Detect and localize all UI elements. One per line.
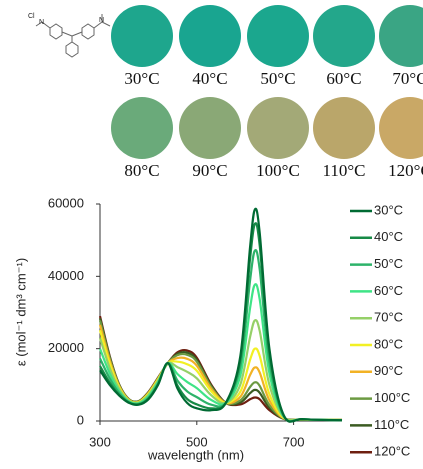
sample-photo [179, 97, 241, 159]
y-tick-label: 40000 [48, 268, 84, 283]
photo-label: 50°C [260, 69, 295, 88]
legend-label: 80°C [374, 336, 403, 351]
sample-photo [247, 5, 309, 67]
photo-label: 70°C [392, 69, 423, 88]
photo-label: 120°C [388, 161, 423, 180]
sample-photo [313, 5, 375, 67]
photo-label: 90°C [192, 161, 227, 180]
structure-label: N [99, 17, 104, 24]
photo-label: 110°C [322, 161, 365, 180]
x-tick-label: 500 [186, 434, 208, 449]
structure-label: Cl [28, 13, 35, 20]
y-tick-label: 0 [77, 412, 84, 427]
legend-label: 30°C [374, 202, 403, 217]
y-tick-label: 60000 [48, 195, 84, 210]
legend-label: 90°C [374, 363, 403, 378]
sample-photo [111, 5, 173, 67]
x-tick-label: 700 [283, 434, 305, 449]
y-axis-title: ε (mol⁻¹ dm³ cm⁻¹) [13, 258, 28, 366]
sample-photo [379, 5, 423, 67]
legend-label: 60°C [374, 283, 403, 298]
legend-label: 120°C [374, 444, 410, 459]
sample-photo [313, 97, 375, 159]
y-tick-label: 20000 [48, 340, 84, 355]
spectrum-line [100, 209, 342, 422]
spectrum-line [100, 223, 342, 421]
sample-photo [247, 97, 309, 159]
photo-label: 100°C [256, 161, 300, 180]
photo-label: 80°C [124, 161, 159, 180]
legend-label: 70°C [374, 310, 403, 325]
photo-label: 30°C [124, 69, 159, 88]
photo-label: 40°C [192, 69, 227, 88]
x-axis-title: wavelength (nm) [147, 447, 244, 462]
page: { "structure": {"labels": ["Cl", "N"]}, … [0, 0, 423, 464]
x-tick-label: 300 [89, 434, 111, 449]
sample-photo [179, 5, 241, 67]
figure: Cl N N ε (mol⁻¹ dm³ cm⁻¹) wavelength (nm… [0, 0, 423, 464]
sample-photo [379, 97, 423, 159]
legend-label: 100°C [374, 390, 410, 405]
legend-label: 110°C [374, 417, 409, 432]
photo-label: 60°C [326, 69, 361, 88]
structure-label: N [39, 19, 44, 26]
spectrum-line [100, 250, 342, 421]
legend-label: 40°C [374, 229, 403, 244]
legend-label: 50°C [374, 256, 403, 271]
sample-photo [111, 97, 173, 159]
